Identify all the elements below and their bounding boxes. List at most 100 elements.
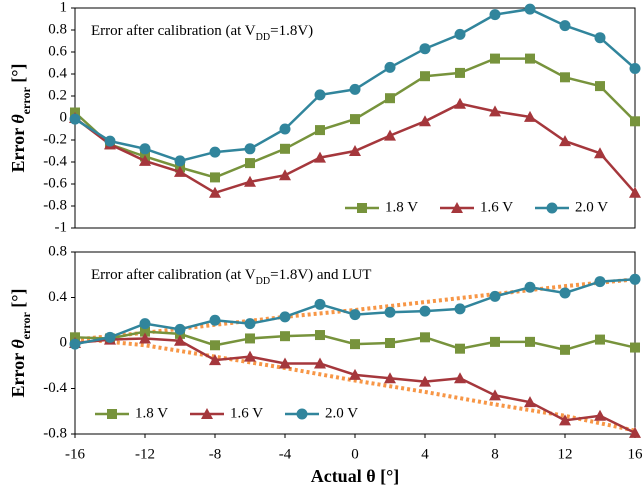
y-axis-label: Error θerror [°] xyxy=(8,64,33,173)
y-tick-label: 0.6 xyxy=(48,43,67,59)
y-label-part: [°] xyxy=(8,64,28,88)
marker xyxy=(174,334,186,346)
marker xyxy=(629,63,641,74)
marker xyxy=(629,273,641,285)
y-tick-label: -0.4 xyxy=(43,380,67,396)
marker xyxy=(139,143,151,155)
marker xyxy=(139,318,151,330)
chart-title: Error after calibration (at VDD=1.8V) an… xyxy=(91,267,371,286)
marker xyxy=(245,333,255,344)
marker xyxy=(314,298,326,310)
marker xyxy=(559,287,571,299)
x-tick-label: -8 xyxy=(209,446,222,462)
marker xyxy=(420,332,430,343)
marker xyxy=(315,125,325,136)
x-tick-label: -16 xyxy=(65,446,85,462)
marker xyxy=(560,344,570,355)
trendline xyxy=(74,336,636,433)
legend-marker xyxy=(546,202,558,214)
title-part: Error after calibration (at V xyxy=(91,23,256,39)
marker xyxy=(454,97,466,109)
marker xyxy=(490,336,500,347)
marker xyxy=(594,32,606,44)
marker xyxy=(524,3,536,15)
y-tick-label: 0.4 xyxy=(48,65,67,81)
legend-marker xyxy=(451,202,463,213)
y-tick-label: -0.8 xyxy=(43,197,67,213)
y-tick-label: 0 xyxy=(60,334,68,350)
marker xyxy=(209,354,221,366)
y-tick-label: -0.8 xyxy=(43,425,67,441)
marker xyxy=(594,409,606,421)
legend-marker xyxy=(296,408,308,420)
y-label-part: θ xyxy=(8,339,28,349)
x-axis-label: Actual θ [°] xyxy=(311,466,400,486)
marker xyxy=(210,172,220,183)
x-tick-label: -12 xyxy=(135,446,155,462)
marker xyxy=(595,81,605,92)
x-tick-label: 12 xyxy=(558,446,573,462)
y-tick-label: -0.6 xyxy=(43,175,67,191)
marker xyxy=(314,89,326,101)
marker xyxy=(524,281,536,293)
marker xyxy=(349,145,361,156)
marker xyxy=(315,330,325,341)
title-part: DD xyxy=(256,276,270,287)
marker xyxy=(209,146,221,158)
marker xyxy=(140,326,150,337)
marker xyxy=(420,71,430,82)
y-label-part: [°] xyxy=(8,289,28,313)
marker xyxy=(419,305,431,317)
marker xyxy=(174,155,186,167)
marker xyxy=(69,113,81,125)
marker xyxy=(454,303,466,315)
marker xyxy=(174,165,186,177)
legend-label: 1.6 V xyxy=(480,199,513,215)
marker xyxy=(490,53,500,64)
marker xyxy=(349,83,361,95)
y-label-part: Error xyxy=(8,349,28,398)
title-part: Error after calibration (at V xyxy=(91,267,256,283)
y-label-part: error xyxy=(19,87,33,115)
y-tick-label: 0.4 xyxy=(48,289,67,305)
marker xyxy=(349,309,361,321)
legend-label: 1.8 V xyxy=(135,405,168,421)
marker xyxy=(209,314,221,326)
marker xyxy=(314,357,326,369)
marker xyxy=(385,338,395,348)
y-tick-label: -1 xyxy=(55,219,68,235)
marker xyxy=(630,116,640,127)
marker xyxy=(560,72,570,83)
y-axis-label: Error θerror [°] xyxy=(8,289,33,398)
marker xyxy=(489,290,501,302)
marker xyxy=(419,115,431,127)
marker xyxy=(244,350,256,362)
marker xyxy=(559,20,571,32)
marker xyxy=(594,147,606,159)
x-tick-label: 0 xyxy=(351,446,359,462)
marker xyxy=(384,306,396,318)
marker xyxy=(174,323,186,335)
marker xyxy=(594,276,606,288)
legend-label: 2.0 V xyxy=(325,405,358,421)
y-tick-label: 0.8 xyxy=(48,243,67,259)
marker xyxy=(349,368,361,380)
marker xyxy=(69,338,81,350)
marker xyxy=(280,143,290,154)
marker xyxy=(489,105,501,117)
x-tick-label: 16 xyxy=(628,446,642,462)
y-tick-label: 0.8 xyxy=(48,21,67,37)
y-tick-label: 1 xyxy=(60,0,68,15)
marker xyxy=(350,339,360,350)
marker xyxy=(139,154,151,166)
marker xyxy=(279,169,291,181)
x-tick-label: 4 xyxy=(421,446,429,462)
marker xyxy=(455,343,465,354)
legend-label: 1.8 V xyxy=(385,199,418,215)
y-label-part: error xyxy=(19,312,33,340)
marker xyxy=(350,114,360,125)
marker xyxy=(454,372,466,384)
marker xyxy=(384,61,396,73)
marker xyxy=(280,331,290,342)
